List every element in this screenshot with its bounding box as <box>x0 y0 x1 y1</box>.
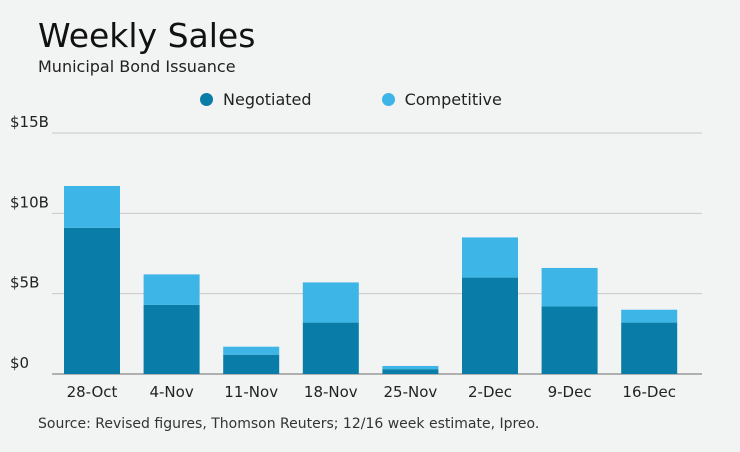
x-tick-label: 18-Nov <box>304 383 358 401</box>
legend-item-negotiated: Negotiated <box>200 90 312 109</box>
y-tick-label: $5B <box>10 274 39 292</box>
y-tick-label: $0 <box>10 354 29 372</box>
x-tick-label: 25-Nov <box>384 383 438 401</box>
x-tick-label: 9-Dec <box>548 383 592 401</box>
bar-negotiated-28-Oct <box>64 227 120 374</box>
chart-title: Weekly Sales <box>38 16 256 55</box>
bar-negotiated-16-Dec <box>621 322 678 374</box>
x-tick-label: 11-Nov <box>224 383 278 401</box>
chart-subtitle: Municipal Bond Issuance <box>38 57 236 76</box>
x-tick-label: 4-Nov <box>149 383 193 401</box>
legend-swatch-competitive <box>381 93 395 106</box>
legend-label-negotiated: Negotiated <box>223 90 312 109</box>
y-tick-label: $10B <box>10 193 49 211</box>
bar-competitive-4-Nov <box>143 274 200 305</box>
bar-competitive-25-Nov <box>382 365 439 370</box>
x-tick-label: 16-Dec <box>622 383 676 401</box>
bar-competitive-16-Dec <box>621 309 678 323</box>
legend-swatch-negotiated <box>200 93 213 106</box>
legend-item-competitive: Competitive <box>381 90 502 109</box>
legend: Negotiated Competitive <box>200 90 572 109</box>
source-note: Source: Revised figures, Thomson Reuters… <box>38 416 540 432</box>
y-tick-label: $15B <box>10 113 49 131</box>
bar-negotiated-4-Nov <box>143 304 200 374</box>
x-tick-label: 28-Oct <box>67 383 118 401</box>
bar-negotiated-2-Dec <box>462 277 518 374</box>
legend-label-competitive: Competitive <box>404 90 502 109</box>
bar-negotiated-9-Dec <box>541 306 598 374</box>
bar-competitive-2-Dec <box>462 237 518 278</box>
bar-competitive-18-Nov <box>302 282 359 323</box>
bar-competitive-11-Nov <box>223 346 280 355</box>
bar-negotiated-18-Nov <box>302 322 359 374</box>
bar-negotiated-11-Nov <box>223 354 280 374</box>
bar-negotiated-25-Nov <box>382 369 439 374</box>
bar-competitive-28-Oct <box>64 186 120 228</box>
x-tick-label: 2-Dec <box>468 383 512 401</box>
bar-competitive-9-Dec <box>541 267 598 307</box>
